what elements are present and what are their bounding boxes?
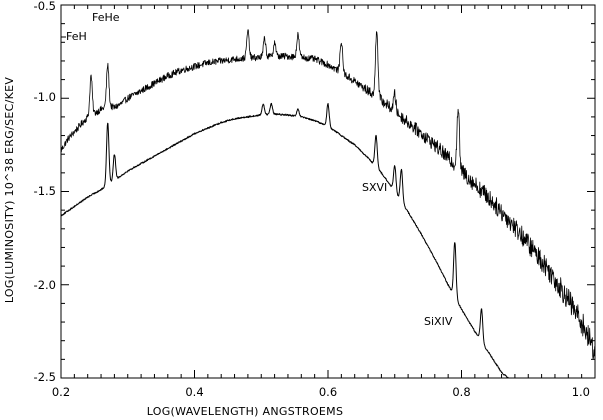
series-upper-line <box>60 29 596 360</box>
x-tick-label: 0.2 <box>52 385 70 399</box>
series-group <box>60 29 596 379</box>
y-tick-label: -1.0 <box>34 90 56 104</box>
annotation-sxvi: SXVI <box>362 181 387 194</box>
series-lower-line <box>60 102 509 379</box>
x-tick-label: 0.4 <box>185 385 203 399</box>
y-tick-label: -0.5 <box>34 0 56 13</box>
y-tick-label: -2.5 <box>34 370 56 384</box>
annotation-feh: FeH <box>66 30 87 43</box>
y-tick-label: -2.0 <box>34 278 56 292</box>
x-axis-label: LOG(WAVELENGTH) ANGSTROEMS <box>147 405 344 418</box>
plot-frame <box>60 4 596 379</box>
annotation-fehe: FeHe <box>92 11 120 24</box>
annotation-sixiv: SiXIV <box>424 315 453 328</box>
x-tick-label: 0.6 <box>319 385 337 399</box>
y-tick-label: -1.5 <box>34 184 56 198</box>
x-tick-label: 0.8 <box>452 385 470 399</box>
x-tick-label: 1.0 <box>572 385 590 399</box>
y-axis-label: LOG(LUMINOSITY) 10^38 ERG/SEC/KEV <box>3 77 16 304</box>
axis-ticks <box>60 4 596 379</box>
